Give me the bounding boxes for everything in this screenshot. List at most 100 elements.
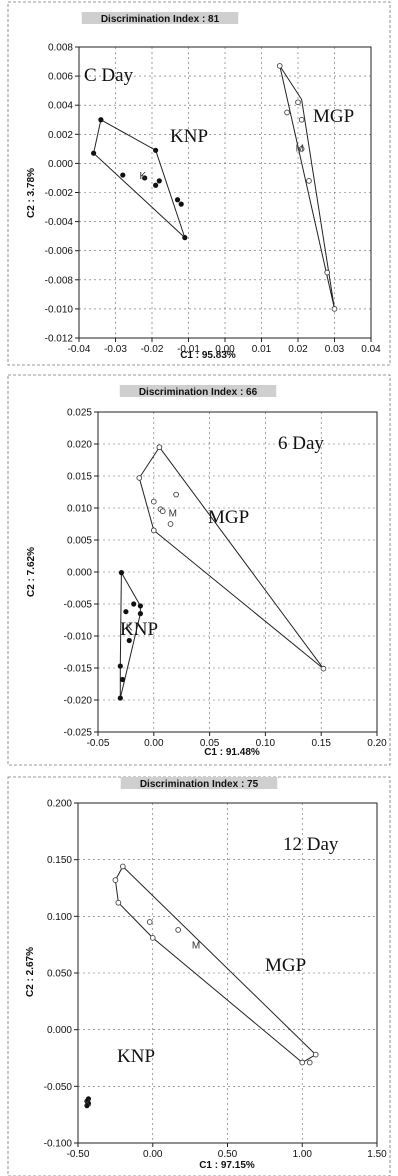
y-tick-label: 0.150 [47, 855, 72, 866]
data-point-mgp [306, 1059, 313, 1066]
series-mgp: M MGP [276, 63, 354, 312]
series-knp: K KNP [84, 1046, 155, 1109]
panel-frame [7, 1, 391, 366]
data-point-knp [84, 1103, 90, 1109]
data-point-knp [178, 201, 184, 207]
group-label-knp: KNP [170, 126, 208, 147]
data-point-mgp [159, 508, 166, 515]
x-tick-label: 1.50 [367, 1149, 387, 1160]
y-tick-label: 0.200 [47, 799, 72, 810]
x-tick-label: 0.02 [288, 344, 308, 355]
y-tick-label: 0.000 [47, 1025, 72, 1036]
data-point-mgp [146, 919, 153, 925]
data-point-mgp [284, 109, 290, 116]
x-tick-label: 0.20 [367, 738, 387, 749]
data-point-mgp [324, 269, 331, 276]
day-annotation: 6 Day [278, 433, 324, 454]
data-point-mgp [298, 146, 305, 152]
data-point-mgp [298, 116, 305, 123]
x-axis-label: C1 : 97.15% [199, 1160, 255, 1171]
day-annotation: C Day [84, 65, 134, 86]
chart-panel-3: Discrimination Index : 75 -0.50 0.00 0.50 1.… [7, 776, 391, 1176]
x-tick-label: 0.04 [361, 344, 381, 355]
y-tick-label: -0.050 [44, 1082, 73, 1093]
y-tick-label: -0.010 [64, 632, 93, 643]
centroid-marker: M [296, 143, 304, 154]
data-point-knp [153, 147, 159, 153]
data-point-mgp [295, 99, 301, 106]
title-background [119, 385, 277, 397]
data-point-mgp [276, 63, 283, 69]
group-hull-mgp [138, 446, 324, 669]
group-label-mgp: MGP [208, 507, 249, 528]
data-point-mgp [306, 178, 312, 184]
y-tick-label: -0.025 [64, 728, 93, 739]
x-tick-label: -0.02 [141, 344, 164, 355]
chart-panel-2: Discrimination Index : 66 -0.05 0.00 0.05 0.… [7, 374, 391, 766]
y-tick-label: 0.025 [67, 408, 92, 419]
x-axis-label: C1 : 91.48% [204, 747, 260, 758]
centroid-marker: M [169, 508, 177, 519]
data-point-mgp [312, 1051, 319, 1058]
y-tick-label: 0.015 [67, 472, 92, 483]
day-annotation: 12 Day [283, 834, 339, 855]
data-point-knp [123, 609, 129, 615]
panel-frame [7, 374, 391, 766]
data-point-knp [131, 601, 137, 607]
title-background [81, 12, 239, 24]
centroid-marker: K [126, 622, 133, 633]
data-point-knp [142, 175, 148, 181]
series-knp: K KNP [91, 117, 208, 241]
y-axis-label: C2 : 2.67% [25, 947, 36, 997]
chart-panel-1: Discrimination Index : 81 -0.04 -0.03 -0.02… [7, 1, 391, 366]
data-point-knp [174, 197, 181, 203]
series-mgp: M MGP [136, 444, 327, 672]
x-tick-label: 0.00 [215, 344, 235, 355]
y-tick-label: 0.010 [67, 504, 92, 515]
data-point-mgp [150, 498, 157, 505]
x-tick-label: 0.03 [325, 344, 345, 355]
data-point-mgp [119, 863, 126, 870]
data-point-knp [91, 150, 97, 156]
y-tick-label: 0.000 [67, 568, 92, 579]
data-point-knp [126, 637, 132, 644]
data-point-mgp [320, 665, 327, 672]
x-tick-label: 0.05 [200, 738, 220, 749]
x-tick-label: 0.00 [144, 738, 164, 749]
y-tick-label: 0.006 [48, 72, 73, 83]
centroid-marker: K [140, 171, 147, 182]
group-label-mgp: MGP [313, 106, 354, 127]
data-point-mgp [136, 475, 143, 481]
group-label-knp: KNP [117, 1046, 155, 1067]
data-point-knp [119, 676, 126, 683]
x-tick-label: 0.00 [143, 1149, 163, 1160]
title-background [120, 777, 278, 789]
group-hull-mgp [279, 65, 335, 310]
x-tick-label: 0.01 [252, 344, 272, 355]
group-hull-knp [119, 570, 141, 699]
x-tick-label: 0.10 [256, 738, 276, 749]
y-tick-label: -0.020 [64, 696, 93, 707]
y-tick-label: -0.010 [45, 304, 74, 315]
centroid-marker: K [84, 1098, 91, 1109]
data-point-knp [117, 695, 123, 701]
y-tick-label: 0.008 [48, 43, 73, 54]
data-point-knp [117, 663, 123, 669]
y-tick-label: -0.015 [64, 664, 93, 675]
chart-title: Discrimination Index : 75 [140, 779, 259, 790]
data-point-mgp [173, 491, 179, 498]
y-tick-label: -0.006 [45, 246, 74, 257]
y-tick-label: 0.050 [47, 969, 72, 980]
x-tick-label: -0.03 [104, 344, 127, 355]
x-tick-label: 1.00 [293, 1149, 313, 1160]
data-point-mgp [150, 527, 157, 534]
y-tick-label: 0.002 [48, 130, 73, 141]
x-tick-label: -0.04 [68, 344, 91, 355]
data-point-knp [137, 611, 144, 617]
centroid-marker: M [192, 941, 200, 952]
y-tick-label: 0.004 [48, 101, 73, 112]
x-tick-label: -0.50 [67, 1149, 90, 1160]
y-tick-label: 0.100 [47, 912, 72, 923]
